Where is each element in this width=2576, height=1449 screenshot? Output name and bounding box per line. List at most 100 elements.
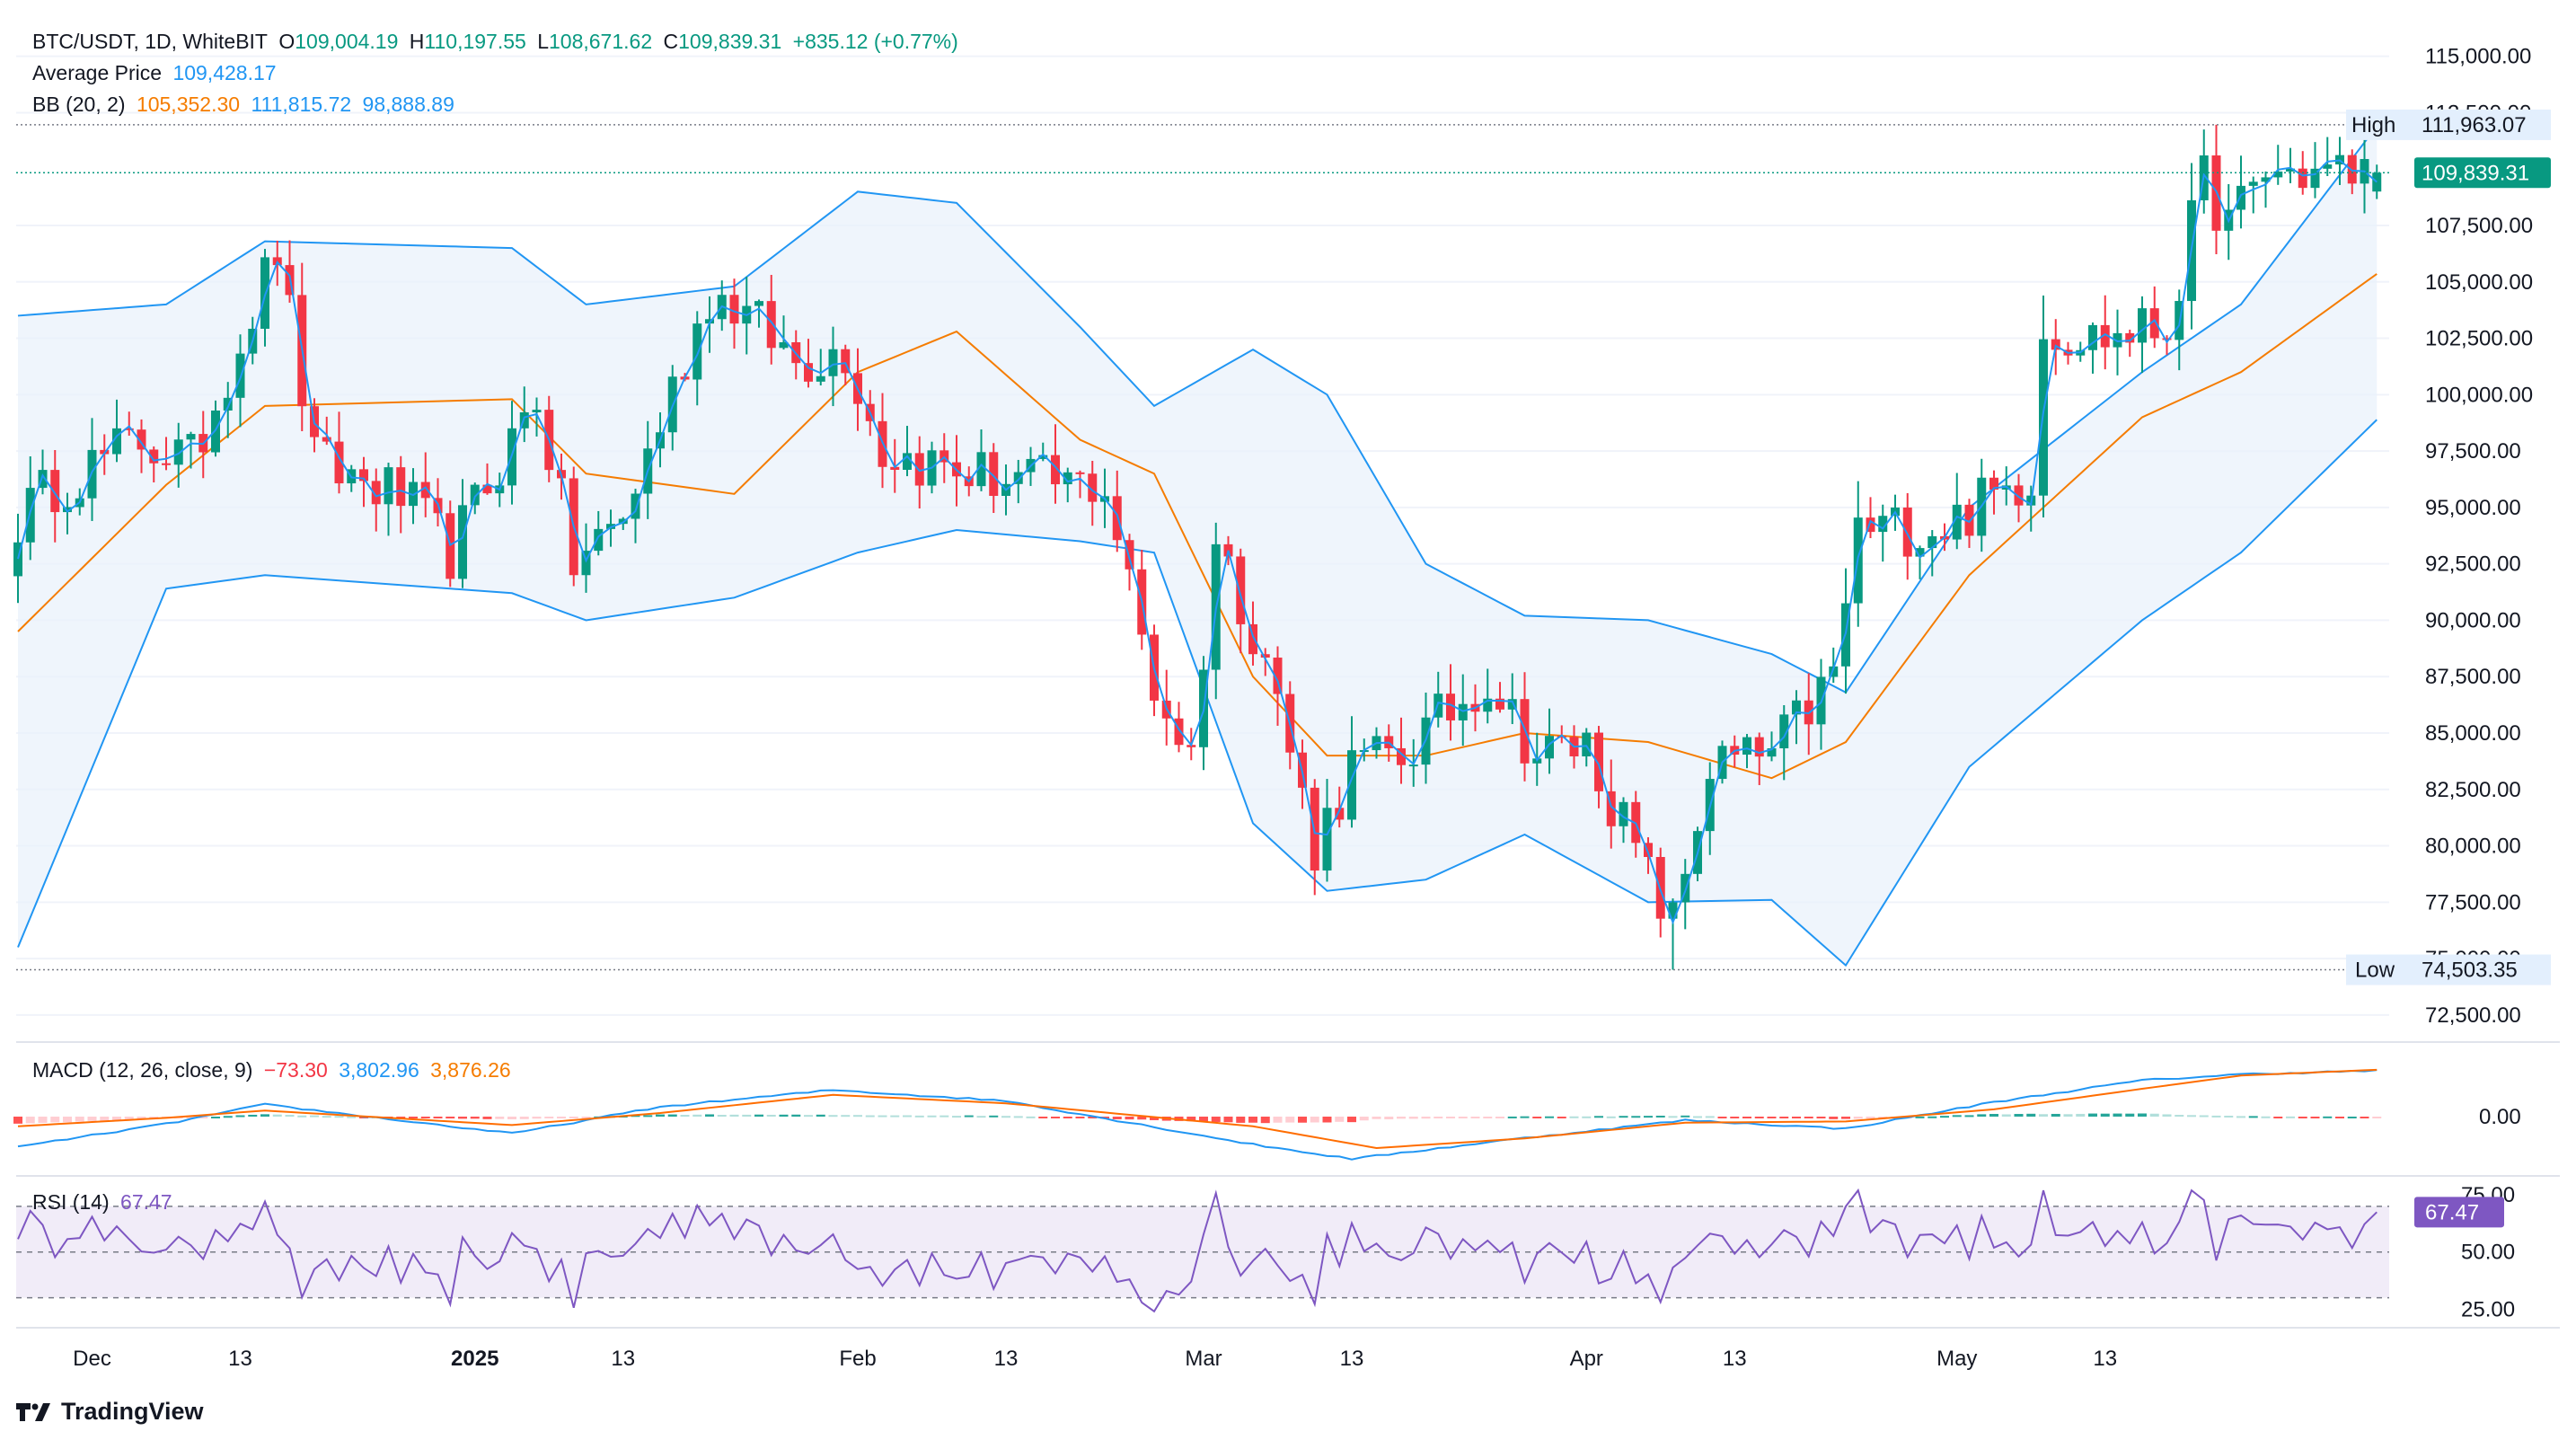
macd-histogram-bar — [2199, 1115, 2209, 1118]
macd-histogram-bar — [2138, 1113, 2147, 1117]
macd-histogram-bar — [495, 1117, 505, 1119]
macd-histogram-bar — [38, 1117, 48, 1123]
macd-histogram-bar — [1384, 1117, 1394, 1119]
macd-histogram-bar — [1878, 1117, 1888, 1118]
candle-body — [396, 467, 406, 507]
macd-histogram-bar — [680, 1115, 690, 1118]
macd-histogram-bar — [235, 1115, 245, 1118]
rsi-line — [17, 1188, 2378, 1313]
close-label: C — [663, 30, 679, 53]
candle-body — [1174, 718, 1184, 746]
price-tick-label: 105,000.00 — [2425, 270, 2533, 295]
macd-histogram-bar — [1569, 1116, 1579, 1118]
candle-body — [2014, 485, 2024, 506]
candle-body — [519, 411, 529, 429]
tradingview-logo[interactable]: TradingView — [16, 1398, 204, 1426]
macd-histogram-bar — [766, 1114, 776, 1117]
macd-histogram-bar — [507, 1117, 516, 1119]
high-value: 110,197.55 — [424, 30, 526, 53]
candle-body — [1112, 496, 1122, 541]
macd-histogram-bar — [1841, 1117, 1850, 1119]
low-label: L — [537, 30, 549, 53]
macd-histogram-bar — [1631, 1116, 1641, 1118]
macd-histogram-bar — [519, 1117, 529, 1119]
macd-histogram-bar — [667, 1114, 677, 1117]
candle-body — [162, 463, 171, 465]
macd-histogram-bar — [1964, 1115, 1974, 1118]
rsi-value: 67.47 — [120, 1190, 172, 1214]
candle-body — [1013, 472, 1023, 484]
candle-body — [420, 482, 430, 499]
macd-histogram-bar — [482, 1117, 492, 1119]
macd-histogram-bar — [2113, 1113, 2122, 1117]
candle-body — [359, 469, 368, 482]
candle-body — [1582, 732, 1592, 756]
candle-body — [1483, 698, 1493, 712]
candle-body — [186, 434, 196, 440]
candle-body — [1260, 654, 1270, 658]
candle-body — [2310, 168, 2320, 189]
candle-body — [1644, 843, 1653, 857]
macd-histogram-bar — [1458, 1117, 1468, 1118]
macd-histogram-bar — [1754, 1117, 1764, 1118]
macd-histogram-bar — [890, 1115, 900, 1118]
candle-body — [976, 452, 986, 487]
candle-body — [1125, 540, 1134, 570]
macd-histogram-bar — [1693, 1116, 1702, 1118]
macd-histogram-bar — [2001, 1114, 2011, 1117]
macd-histogram-bar — [186, 1117, 196, 1118]
high-marker-value: 111,963.07 — [2422, 113, 2527, 137]
candle-body — [816, 376, 825, 382]
macd-histogram-bar — [643, 1115, 653, 1118]
candle-body — [1434, 694, 1443, 718]
macd-histogram-bar — [2014, 1114, 2024, 1117]
macd-histogram-bar — [470, 1117, 480, 1119]
candle-body — [705, 319, 714, 324]
macd-histogram-bar — [1038, 1117, 1048, 1118]
macd-histogram-bar — [63, 1117, 72, 1123]
price-tick-label: 115,000.00 — [2425, 45, 2531, 69]
candle-body — [2347, 155, 2357, 184]
candle-body — [1322, 808, 1332, 871]
macd-histogram-bar — [1483, 1117, 1493, 1118]
candle-body — [1779, 714, 1789, 748]
macd-histogram-bar — [1223, 1117, 1233, 1123]
macd-histogram-bar — [532, 1117, 542, 1119]
candle-body — [766, 301, 776, 349]
macd-histogram-bar — [1026, 1116, 1036, 1118]
candle-body — [2298, 168, 2307, 189]
candle-body — [1915, 548, 1925, 557]
macd-histogram-bar — [2162, 1114, 2172, 1117]
macd-histogram-bar — [13, 1117, 22, 1124]
candle-body — [594, 528, 604, 552]
candle-body — [2162, 338, 2172, 340]
macd-hist-value: −73.30 — [263, 1058, 328, 1082]
symbol-label: BTC/USDT, 1D, WhiteBIT — [32, 30, 268, 53]
macd-line — [17, 1069, 2378, 1161]
macd-histogram-bar — [1137, 1117, 1147, 1120]
macd-histogram-bar — [656, 1114, 665, 1117]
candle-body — [581, 551, 591, 576]
macd-histogram-bar — [248, 1114, 258, 1117]
change-value: +835.12 (+0.77%) — [792, 30, 958, 53]
candle-body — [1952, 504, 1962, 540]
candle-body — [50, 470, 60, 513]
candle-body — [841, 349, 851, 374]
macd-histogram-bar — [976, 1116, 986, 1118]
macd-histogram-bar — [865, 1115, 875, 1118]
candle-body — [384, 467, 393, 505]
candle-body — [1829, 666, 1839, 677]
candle-body — [1792, 700, 1801, 715]
candle-body — [334, 441, 344, 484]
price-tick-label: 90,000.00 — [2425, 608, 2521, 632]
candle-body — [2088, 324, 2097, 350]
macd-histogram-bar — [1816, 1117, 1826, 1119]
bb-legend: BB (20, 2) 105,352.30 111,815.72 98,888.… — [32, 90, 460, 119]
candle-body — [828, 349, 838, 376]
candle-body — [1397, 747, 1406, 765]
macd-histogram-bar — [1372, 1117, 1381, 1119]
macd-histogram-bar — [2248, 1116, 2258, 1118]
time-tick-label: 13 — [1340, 1347, 1364, 1371]
